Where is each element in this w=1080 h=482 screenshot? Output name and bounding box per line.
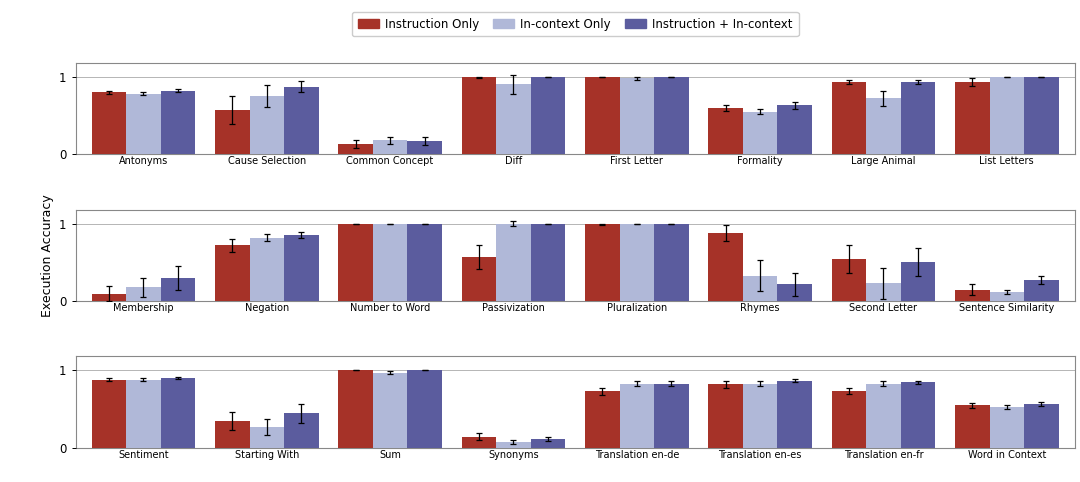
- Bar: [338, 371, 373, 448]
- Bar: [778, 284, 812, 301]
- Bar: [161, 91, 195, 154]
- Legend: Instruction Only, In-context Only, Instruction + In-context: Instruction Only, In-context Only, Instr…: [352, 12, 798, 37]
- Bar: [832, 82, 866, 154]
- Bar: [585, 391, 620, 448]
- Bar: [901, 263, 935, 301]
- Bar: [1024, 77, 1058, 154]
- Bar: [620, 224, 654, 301]
- Bar: [407, 141, 442, 154]
- Bar: [866, 283, 901, 301]
- Y-axis label: Execution Accuracy: Execution Accuracy: [41, 194, 54, 317]
- Bar: [620, 384, 654, 448]
- Bar: [989, 77, 1024, 154]
- Bar: [901, 382, 935, 448]
- Bar: [496, 442, 530, 448]
- Bar: [338, 224, 373, 301]
- Bar: [989, 407, 1024, 448]
- Bar: [778, 381, 812, 448]
- Bar: [832, 258, 866, 301]
- Bar: [1024, 404, 1058, 448]
- Bar: [585, 224, 620, 301]
- Bar: [338, 144, 373, 154]
- Bar: [284, 413, 319, 448]
- Bar: [866, 384, 901, 448]
- Bar: [654, 77, 689, 154]
- Bar: [832, 391, 866, 448]
- Bar: [1024, 281, 1058, 301]
- Bar: [373, 140, 407, 154]
- Bar: [496, 224, 530, 301]
- Bar: [284, 235, 319, 301]
- Bar: [743, 276, 778, 301]
- Bar: [620, 78, 654, 154]
- Bar: [161, 378, 195, 448]
- Bar: [901, 82, 935, 154]
- Bar: [530, 224, 565, 301]
- Bar: [126, 380, 161, 448]
- Bar: [373, 373, 407, 448]
- Bar: [530, 439, 565, 448]
- Bar: [249, 96, 284, 154]
- Bar: [249, 238, 284, 301]
- Bar: [654, 384, 689, 448]
- Bar: [955, 82, 989, 154]
- Bar: [215, 245, 249, 301]
- Bar: [989, 292, 1024, 301]
- Bar: [708, 233, 743, 301]
- Bar: [743, 384, 778, 448]
- Bar: [126, 94, 161, 154]
- Bar: [743, 112, 778, 154]
- Bar: [215, 421, 249, 448]
- Bar: [92, 92, 126, 154]
- Bar: [585, 77, 620, 154]
- Bar: [955, 405, 989, 448]
- Bar: [955, 290, 989, 301]
- Bar: [778, 106, 812, 154]
- Bar: [654, 224, 689, 301]
- Bar: [708, 108, 743, 154]
- Bar: [407, 224, 442, 301]
- Bar: [92, 294, 126, 301]
- Bar: [284, 87, 319, 154]
- Bar: [215, 110, 249, 154]
- Bar: [461, 437, 496, 448]
- Bar: [866, 98, 901, 154]
- Bar: [92, 380, 126, 448]
- Bar: [708, 385, 743, 448]
- Bar: [461, 257, 496, 301]
- Bar: [461, 78, 496, 154]
- Bar: [373, 224, 407, 301]
- Bar: [126, 287, 161, 301]
- Bar: [496, 84, 530, 154]
- Bar: [530, 77, 565, 154]
- Bar: [407, 371, 442, 448]
- Bar: [161, 278, 195, 301]
- Bar: [249, 427, 284, 448]
